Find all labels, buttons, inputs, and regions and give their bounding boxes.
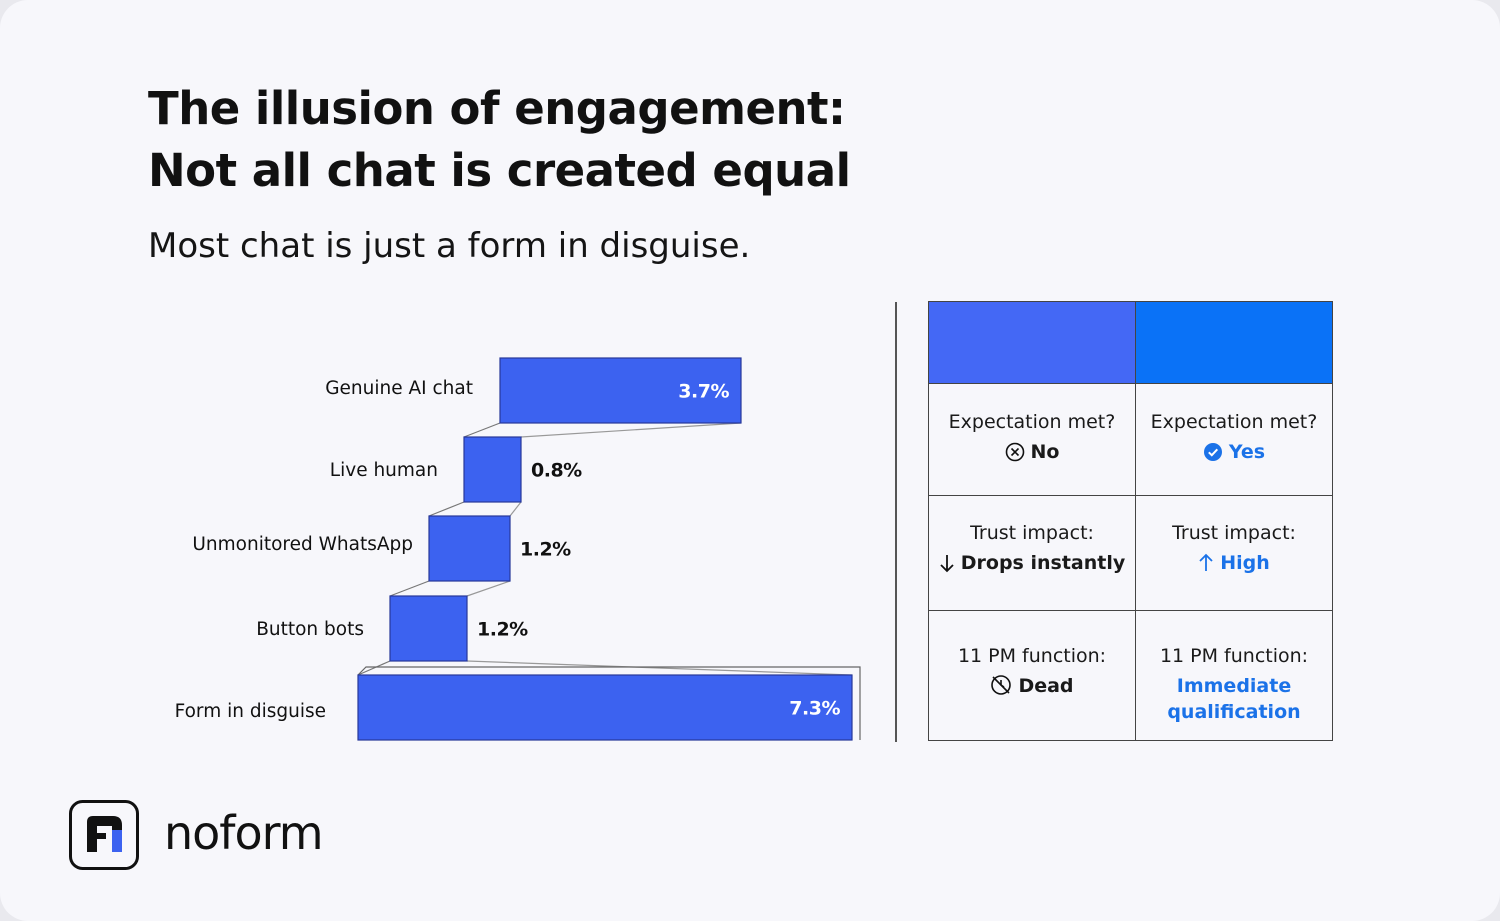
category-label: Form in disguise [175,701,326,722]
connector-line [463,422,501,438]
header-block-left [929,302,1136,384]
expectation-left-label: Expectation met? [948,411,1116,433]
connector-line [466,580,511,597]
connector-line [509,501,522,517]
trust-left-cell: Trust impact: Drops instantly [929,496,1136,611]
page-subtitle: Most chat is just a form in disguise. [148,226,751,266]
category-label: Genuine AI chat [325,378,473,399]
night-left-label: 11 PM function: [957,645,1107,667]
x-circle-icon [1005,442,1024,462]
value-label: 0.8% [531,460,582,482]
connector-line [466,660,853,676]
night-right-label: 11 PM function: [1159,645,1309,667]
trust-right-label: Trust impact: [1172,522,1296,544]
header-block-right [1136,302,1332,384]
night-left-cell: 11 PM function: Dead [929,611,1136,740]
value-label: 1.2% [477,619,528,641]
category-label: Unmonitored WhatsApp [192,534,413,555]
connector-line [428,501,465,517]
clock-off-icon [991,675,1012,695]
connector-line [357,660,391,676]
expectation-right-label: Expectation met? [1150,411,1318,433]
trust-left-value: Drops instantly [960,552,1126,574]
category-label: Button bots [256,619,364,640]
expectation-left-value: No [1030,441,1060,463]
value-label: 1.2% [520,539,571,561]
category-label: Live human [330,460,438,481]
bar-outline [357,666,861,740]
night-right-cell: 11 PM function: Immediate qualification [1136,611,1332,740]
check-circle-icon [1203,443,1222,461]
title-line-1: The illusion of engagement: [148,82,846,135]
noform-logo-icon [69,800,139,870]
expectation-right-value: Yes [1228,441,1266,463]
bar-unmonitored-whatsapp [428,515,511,582]
trust-right-value: High [1220,552,1270,574]
bar-form-in-disguise [357,674,853,741]
divider [895,302,897,742]
night-left-value: Dead [1018,675,1074,697]
bar-live-human [463,436,522,503]
value-label: 3.7% [678,381,729,403]
trust-left-label: Trust impact: [970,522,1094,544]
brand-name: noform [164,806,324,860]
value-label: 7.3% [789,698,840,720]
connector-line [520,422,742,438]
arrow-up-icon [1199,553,1213,571]
expectation-right-cell: Expectation met? Yes [1136,384,1332,496]
connector-line [389,580,430,597]
expectation-left-cell: Expectation met? No [929,384,1136,496]
bar-button-bots [389,595,468,662]
comparison-table: Expectation met? No Expectation met? Yes… [928,301,1333,741]
night-right-value: Immediate qualification [1167,675,1301,723]
title-line-2: Not all chat is created equal [148,144,851,197]
page-title: The illusion of engagement: Not all chat… [148,78,851,202]
arrow-down-icon [940,555,954,573]
trust-right-cell: Trust impact: High [1136,496,1332,611]
bar-genuine-ai-chat [499,357,742,424]
